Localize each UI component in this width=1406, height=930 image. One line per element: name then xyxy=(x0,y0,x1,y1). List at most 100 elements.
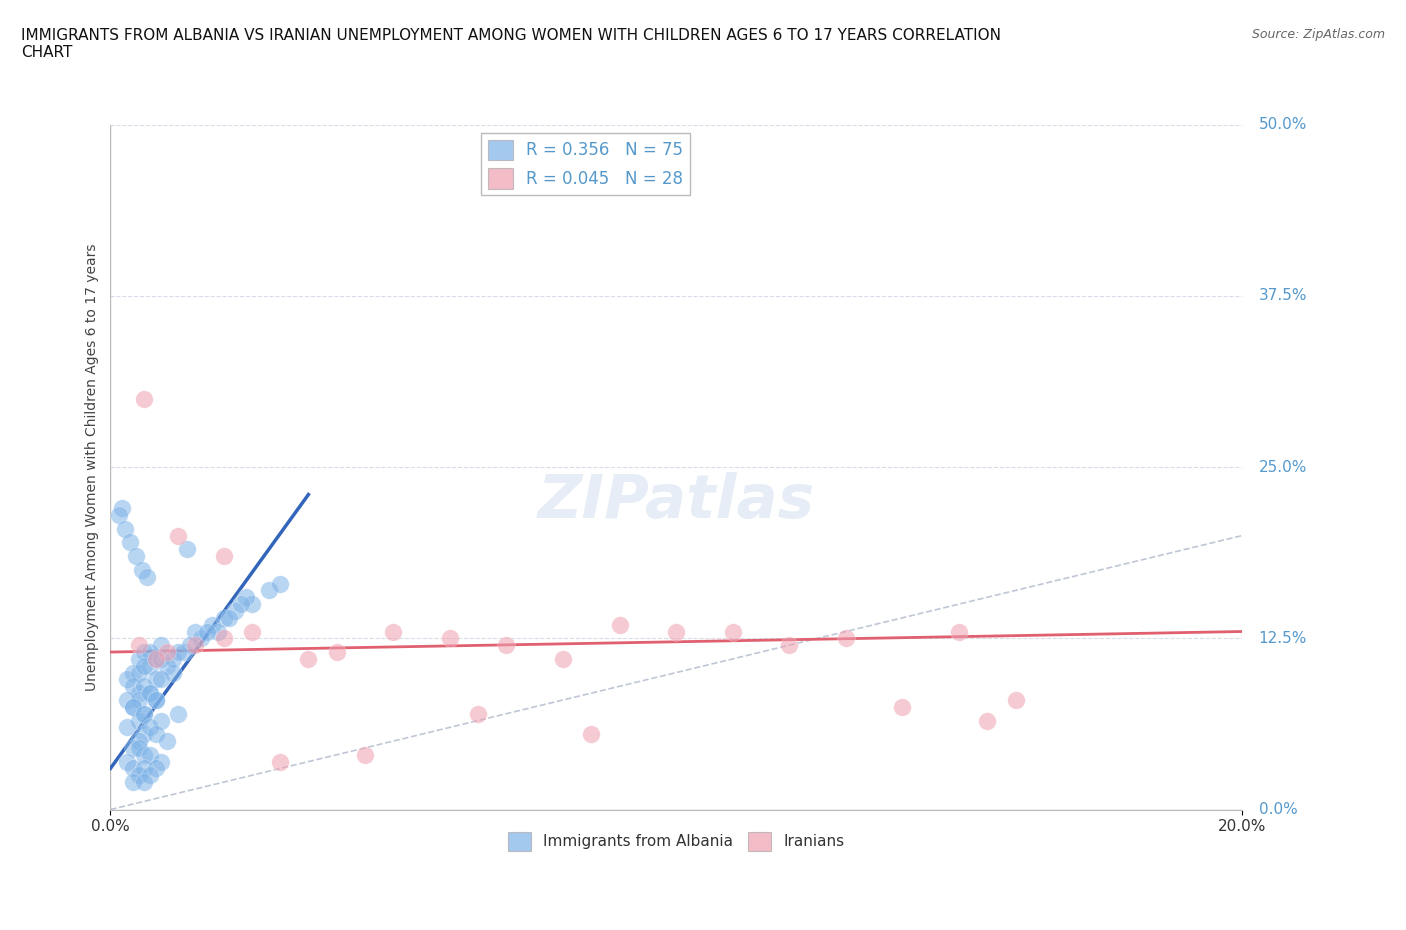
Point xyxy=(139,644,162,659)
Point xyxy=(134,679,156,694)
Point xyxy=(134,658,156,673)
Point xyxy=(122,699,145,714)
Point xyxy=(190,631,212,645)
Point xyxy=(179,638,201,653)
Point xyxy=(145,693,167,708)
Point xyxy=(269,577,291,591)
Point xyxy=(167,528,190,543)
Point xyxy=(114,522,136,537)
Point xyxy=(551,652,574,667)
Text: 37.5%: 37.5% xyxy=(1258,288,1308,303)
Point xyxy=(325,644,347,659)
Point xyxy=(162,652,184,667)
Text: IMMIGRANTS FROM ALBANIA VS IRANIAN UNEMPLOYMENT AMONG WOMEN WITH CHILDREN AGES 6: IMMIGRANTS FROM ALBANIA VS IRANIAN UNEMP… xyxy=(21,28,1001,60)
Point xyxy=(128,652,150,667)
Point xyxy=(240,597,263,612)
Point xyxy=(156,658,179,673)
Point xyxy=(184,638,207,653)
Point xyxy=(201,618,224,632)
Point xyxy=(134,392,156,406)
Point xyxy=(156,734,179,749)
Point xyxy=(145,693,167,708)
Point xyxy=(128,768,150,783)
Point xyxy=(948,624,970,639)
Point xyxy=(134,775,156,790)
Text: 12.5%: 12.5% xyxy=(1258,631,1308,645)
Text: ZIPatlas: ZIPatlas xyxy=(537,472,814,531)
Point xyxy=(108,508,131,523)
Point xyxy=(167,706,190,721)
Point xyxy=(128,740,150,755)
Point xyxy=(609,618,631,632)
Point xyxy=(891,699,914,714)
Point xyxy=(240,624,263,639)
Point xyxy=(269,754,291,769)
Point xyxy=(976,713,998,728)
Point xyxy=(195,624,218,639)
Point xyxy=(117,754,139,769)
Point xyxy=(1004,693,1026,708)
Point xyxy=(495,638,517,653)
Point xyxy=(145,761,167,776)
Point xyxy=(145,726,167,741)
Point xyxy=(229,597,252,612)
Point xyxy=(145,672,167,687)
Point xyxy=(128,713,150,728)
Point xyxy=(212,549,235,564)
Point xyxy=(139,748,162,763)
Point xyxy=(134,748,156,763)
Text: 50.0%: 50.0% xyxy=(1258,117,1308,132)
Point xyxy=(120,535,142,550)
Point xyxy=(111,501,134,516)
Point xyxy=(665,624,688,639)
Point xyxy=(122,679,145,694)
Text: 25.0%: 25.0% xyxy=(1258,459,1308,474)
Point xyxy=(122,740,145,755)
Point xyxy=(125,549,148,564)
Point xyxy=(150,672,173,687)
Point xyxy=(117,720,139,735)
Point xyxy=(207,624,229,639)
Point xyxy=(128,685,150,700)
Point xyxy=(145,652,167,667)
Point xyxy=(176,542,198,557)
Point xyxy=(128,665,150,680)
Point xyxy=(134,726,156,741)
Point xyxy=(156,644,179,659)
Point xyxy=(297,652,319,667)
Point xyxy=(778,638,800,653)
Point xyxy=(173,644,195,659)
Point xyxy=(354,748,377,763)
Text: Source: ZipAtlas.com: Source: ZipAtlas.com xyxy=(1251,28,1385,41)
Point xyxy=(467,706,489,721)
Point xyxy=(150,754,173,769)
Point xyxy=(122,699,145,714)
Point xyxy=(257,583,280,598)
Point xyxy=(134,706,156,721)
Point xyxy=(117,672,139,687)
Point xyxy=(128,638,150,653)
Point xyxy=(139,685,162,700)
Point xyxy=(150,638,173,653)
Y-axis label: Unemployment Among Women with Children Ages 6 to 17 years: Unemployment Among Women with Children A… xyxy=(86,244,100,691)
Point xyxy=(134,644,156,659)
Point xyxy=(134,761,156,776)
Legend: Immigrants from Albania, Iranians: Immigrants from Albania, Iranians xyxy=(502,826,851,857)
Point xyxy=(721,624,744,639)
Point xyxy=(122,665,145,680)
Point xyxy=(136,569,159,584)
Point xyxy=(128,693,150,708)
Point xyxy=(122,775,145,790)
Point xyxy=(128,734,150,749)
Point xyxy=(134,706,156,721)
Point xyxy=(581,726,603,741)
Text: 0.0%: 0.0% xyxy=(1258,802,1298,817)
Point xyxy=(122,761,145,776)
Point xyxy=(439,631,461,645)
Point xyxy=(139,685,162,700)
Point xyxy=(150,652,173,667)
Point xyxy=(117,693,139,708)
Point xyxy=(139,720,162,735)
Point xyxy=(162,665,184,680)
Point xyxy=(218,610,240,625)
